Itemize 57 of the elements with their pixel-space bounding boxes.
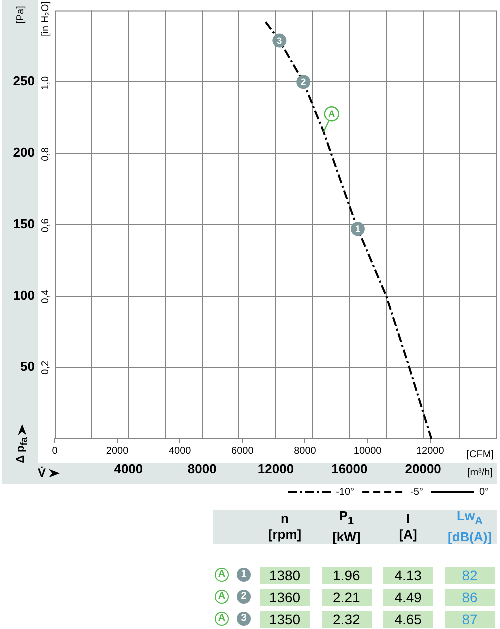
data-label: 2.32 <box>333 611 360 627</box>
data-label: 4.13 <box>394 567 422 583</box>
data-label: 87 <box>462 611 478 627</box>
x-tick-label: n [rpm] <box>268 511 302 543</box>
data-label: 4.65 <box>394 611 422 627</box>
y-tick-label: 250 <box>13 74 35 89</box>
y2-axis-title: [in H₂O] <box>40 2 52 36</box>
x-tick-label: P$_{1}$ [kW] <box>332 508 361 546</box>
x2-tick-label: 10000 <box>354 446 382 457</box>
y-tick-label: 200 <box>13 145 35 160</box>
x-tick-label: 16000 <box>332 461 368 476</box>
x2-tick-label: 8000 <box>294 446 317 457</box>
text: [Pa] <box>16 6 26 24</box>
data-label: 4.49 <box>394 589 422 605</box>
text: [m³/h] <box>467 468 493 478</box>
x2-axis-title: [CFM] <box>466 450 494 460</box>
annotation: 1 <box>355 224 360 234</box>
y-tick-label: A <box>218 591 226 602</box>
y-tick-label: 100 <box>13 288 35 303</box>
x2-tick-label: 2000 <box>106 446 130 457</box>
y-tick-label: A <box>218 613 226 624</box>
data-label: 1350 <box>269 611 301 627</box>
annotation: A <box>328 109 336 120</box>
x-tick-label: I [A] <box>399 511 418 543</box>
y2-tick-label: 0,2 <box>40 360 52 375</box>
x-tick-label: 4000 <box>114 461 144 476</box>
x-tick-label: 12000 <box>258 461 294 476</box>
y-tick-label: 150 <box>13 216 35 232</box>
legend-label: 0° <box>479 486 489 498</box>
x-tick-label: 20000 <box>405 461 442 476</box>
data-label: 82 <box>462 567 478 583</box>
y2-tick-label: 1 <box>241 569 247 580</box>
legend-label: -5° <box>410 486 424 498</box>
x-tick-label: Lw$_{A}$ [dB(A)] <box>448 508 492 546</box>
x2-tick-label: 12000 <box>416 446 445 457</box>
y2-tick-label: 0,4 <box>40 289 52 304</box>
y-tick-label: 50 <box>20 359 35 374</box>
x2-tick-label: 0 <box>52 446 58 457</box>
data-label: 2.21 <box>333 589 360 605</box>
legend-label: -10° <box>336 486 355 498</box>
y2-tick-label: 1,0 <box>40 76 52 90</box>
x2-tick-label: 4000 <box>169 446 192 457</box>
data-label: 1360 <box>269 589 301 605</box>
data-label: 1380 <box>269 567 301 583</box>
x-axis-title: V̇ <box>38 466 46 480</box>
data-label: 86 <box>462 589 478 605</box>
y2-tick-label: 3 <box>241 613 247 624</box>
annotation: 3 <box>277 36 282 46</box>
data-label: 1.96 <box>333 567 360 583</box>
x-tick-label: 8000 <box>188 461 217 476</box>
line-series <box>264 21 433 439</box>
y2-tick-label: 2 <box>241 591 247 602</box>
y2-tick-label: 0,6 <box>40 218 52 233</box>
y-tick-label: A <box>218 569 226 580</box>
annotation: 2 <box>301 77 306 88</box>
x2-tick-label: 6000 <box>232 446 254 457</box>
y2-tick-label: 0,8 <box>40 147 52 162</box>
